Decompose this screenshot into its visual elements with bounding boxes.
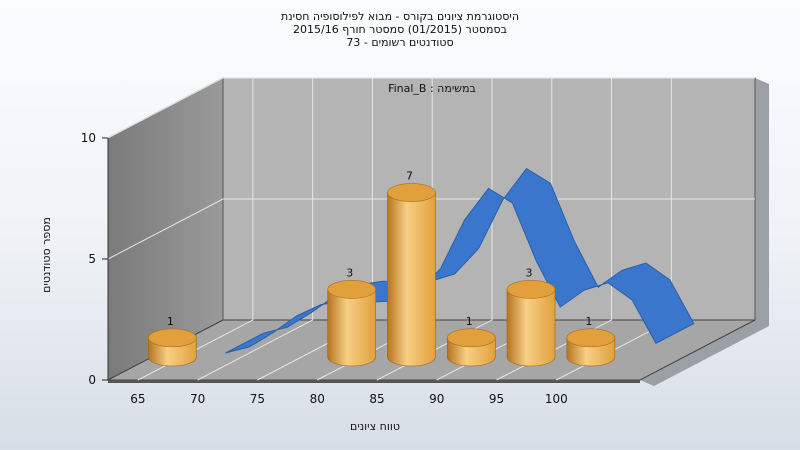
x-tick-label: 80 [310, 392, 325, 406]
chart-title-line-2: בסמסטר (01/2015) סמסטר חורף 2015/16 [293, 23, 507, 36]
x-axis-label: טווח ציונים [350, 420, 400, 433]
floor-edge [108, 380, 640, 383]
histogram-bar [327, 280, 377, 367]
x-tick-label: 85 [369, 392, 384, 406]
histogram-bar [387, 183, 436, 367]
x-tick-label: 65 [130, 392, 145, 406]
histogram-bar [446, 328, 496, 367]
y-tick-label: 5 [88, 252, 96, 266]
chart-title-line-1: היסטוגרמת ציונים בקורס - מבוא לפילוסופיה… [280, 10, 520, 23]
y-gridline [107, 77, 755, 139]
y-tick-label: 10 [81, 131, 96, 145]
series-annotation: Final_B : במשימה [388, 82, 476, 95]
bar-value-label: 1 [466, 315, 473, 328]
bar-value-label: 3 [346, 266, 353, 279]
bar-value-label: 1 [585, 315, 592, 328]
y-tick-label: 0 [88, 373, 96, 387]
histogram-bar [506, 280, 556, 367]
x-gridline [197, 78, 314, 381]
x-tick-label: 70 [190, 392, 205, 406]
chart-title-line-3: סטודנטים רשומים - 73 [346, 36, 454, 49]
bar-value-label: 1 [167, 315, 174, 328]
histogram-bar [566, 328, 616, 367]
y-gridline [107, 198, 755, 260]
x-tick-label: 100 [545, 392, 568, 406]
x-tick-label: 95 [489, 392, 504, 406]
bar-value-label: 7 [406, 170, 413, 183]
chart-frame-edge [640, 78, 769, 386]
histogram-bar [148, 328, 197, 367]
x-tick-label: 90 [429, 392, 444, 406]
bar-value-label: 3 [526, 266, 533, 279]
y-axis-label: מספר סטודנטים [40, 217, 53, 293]
x-tick-label: 75 [250, 392, 265, 406]
